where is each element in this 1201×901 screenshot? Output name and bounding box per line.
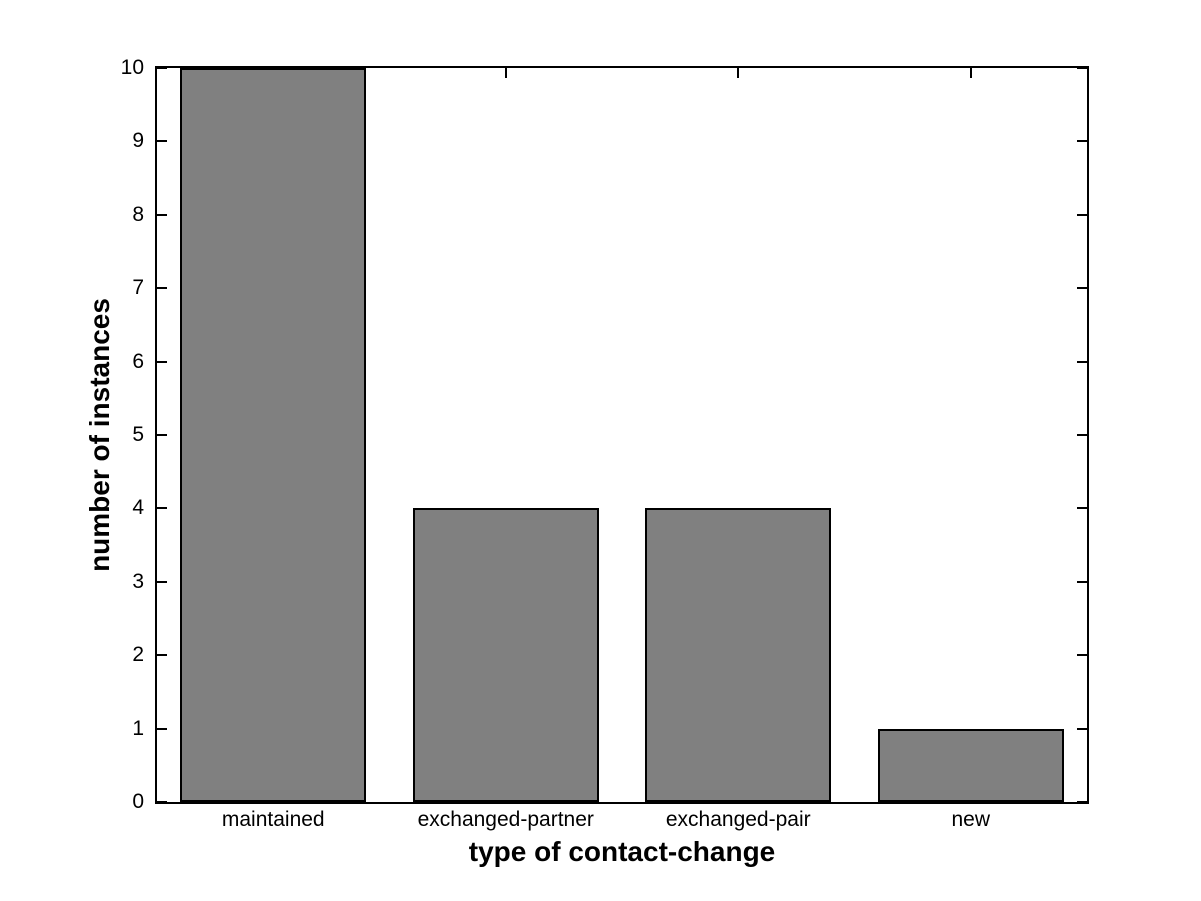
y-tick-label: 8 [132, 202, 144, 226]
y-axis-tick [1077, 67, 1087, 69]
y-axis-tick [1077, 360, 1087, 363]
y-axis-tick [1077, 434, 1087, 436]
y-axis-tick [157, 360, 167, 363]
y-axis-tick [157, 507, 167, 510]
y-axis-tick [1077, 654, 1087, 657]
y-tick-label: 4 [132, 496, 144, 520]
y-axis-tick [157, 67, 167, 69]
y-tick-label: 3 [132, 569, 144, 593]
y-axis-tick [157, 801, 167, 803]
y-axis-tick [1077, 140, 1087, 143]
bar-new [877, 728, 1064, 802]
y-tick-label: 5 [132, 423, 144, 446]
y-tick-label: 0 [132, 790, 144, 813]
y-tick-label: 9 [132, 129, 144, 153]
plot-area [155, 66, 1089, 804]
y-axis-tick [1077, 801, 1087, 803]
y-axis-tick [1077, 727, 1087, 730]
y-axis-tick [1077, 287, 1087, 290]
y-axis-tick [157, 140, 167, 143]
x-tick-label: maintained [221, 808, 325, 831]
y-axis-tick [1077, 507, 1087, 510]
bar-exchanged-pair [645, 508, 832, 802]
x-axis-tick [969, 68, 972, 78]
y-axis-tick [157, 727, 167, 730]
y-axis-tick [157, 654, 167, 657]
y-tick-label: 10 [120, 56, 144, 79]
y-tick-label: 7 [132, 276, 144, 300]
x-tick-label: exchanged-pair [665, 808, 811, 831]
y-axis-tick [157, 434, 167, 436]
y-axis-tick [157, 213, 167, 216]
y-axis-tick [157, 580, 167, 583]
y-tick-label: 2 [132, 643, 144, 667]
bar-exchanged-partner [412, 508, 599, 802]
x-axis-label: type of contact-change [468, 836, 776, 867]
x-axis-tick [504, 68, 507, 78]
y-axis-tick [157, 287, 167, 290]
y-tick-label: 6 [132, 349, 144, 373]
bar-maintained [180, 68, 367, 802]
y-axis-tick [1077, 213, 1087, 216]
y-tick-label: 1 [132, 716, 144, 740]
x-tick-label: new [951, 808, 991, 831]
x-tick-label: exchanged-partner [417, 808, 594, 831]
y-axis-tick [1077, 580, 1087, 583]
x-axis-tick [737, 68, 740, 78]
